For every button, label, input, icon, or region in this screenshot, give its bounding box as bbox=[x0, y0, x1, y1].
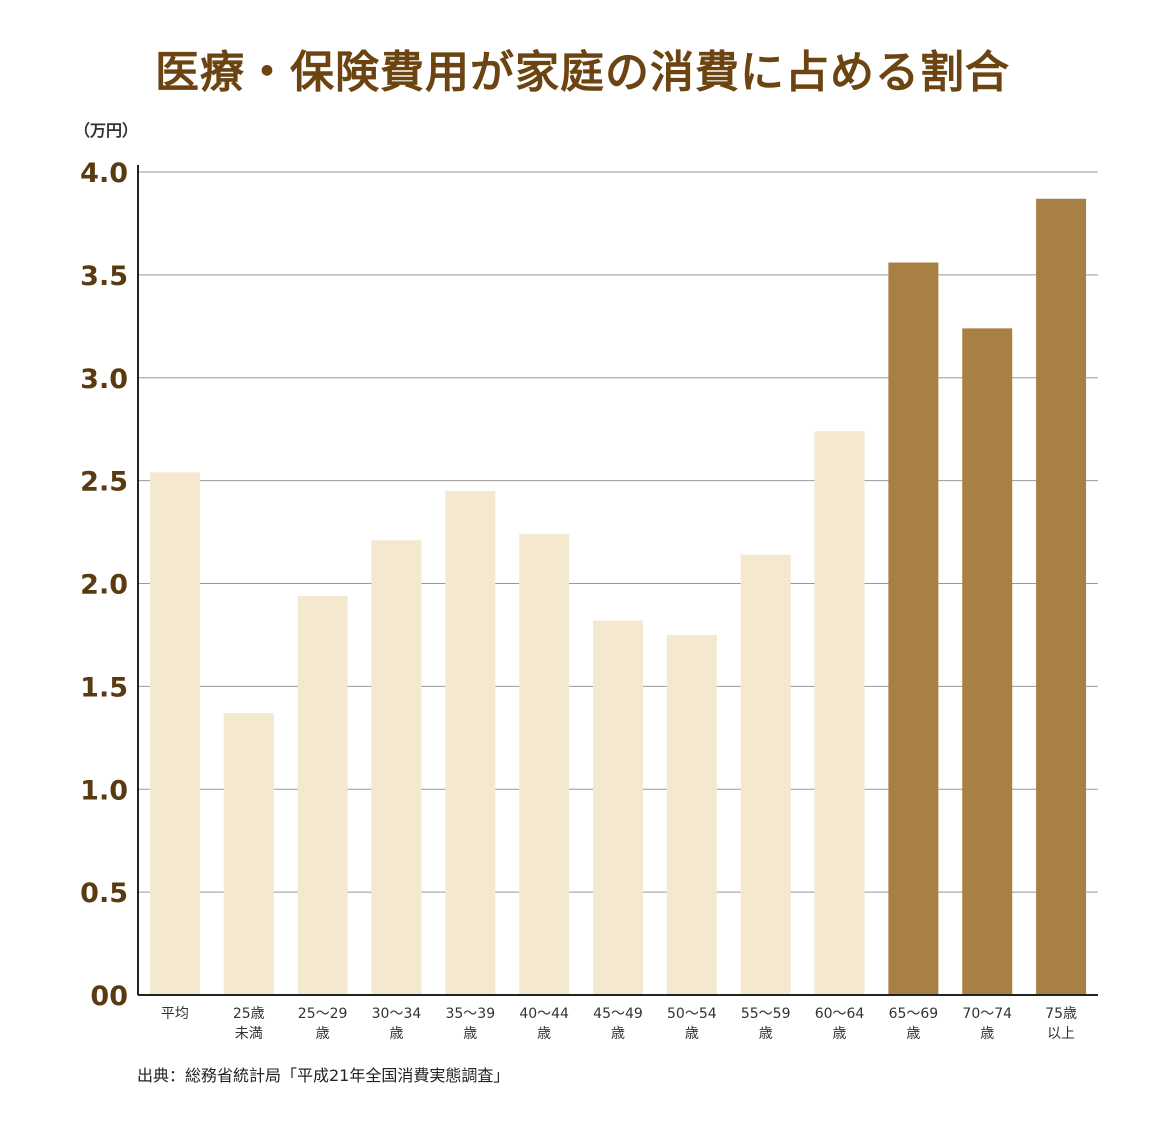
x-tick-label: 30〜34 歳 bbox=[372, 1006, 422, 1042]
y-tick-label: 00 bbox=[90, 981, 128, 1012]
bar bbox=[371, 540, 422, 995]
bar bbox=[740, 554, 791, 995]
axes bbox=[137, 165, 1098, 996]
bar bbox=[519, 534, 570, 995]
x-tick-label: 55〜59 歳 bbox=[741, 1006, 791, 1042]
bar bbox=[297, 595, 348, 995]
bar bbox=[962, 328, 1013, 995]
source-note: 出典：総務省統計局「平成21年全国消費実態調査」 bbox=[137, 1066, 510, 1085]
y-tick-label: 3.5 bbox=[80, 261, 128, 292]
y-tick-label: 3.0 bbox=[80, 364, 128, 395]
x-tick-label: 25歳未満 bbox=[233, 1006, 265, 1042]
x-tick-label: 70〜74 歳 bbox=[962, 1006, 1012, 1042]
bar bbox=[593, 620, 643, 995]
bar bbox=[666, 634, 717, 995]
x-tick-label: 60〜64 歳 bbox=[815, 1006, 865, 1042]
x-tick-label: 40〜44 歳 bbox=[519, 1006, 569, 1042]
bar bbox=[888, 262, 939, 995]
bar bbox=[1036, 198, 1087, 995]
x-tick-label: 45〜49 歳 bbox=[593, 1006, 643, 1042]
y-tick-label: 1.0 bbox=[80, 775, 128, 806]
y-tick-label: 2.5 bbox=[80, 467, 128, 498]
x-tick-label: 25〜29 歳 bbox=[298, 1006, 348, 1042]
y-tick-labels: 00 0.5 1.0 1.5 2.0 2.5 3.0 3.5 4.0 bbox=[80, 158, 128, 1012]
x-tick-label: 平均 bbox=[161, 1006, 189, 1022]
bar bbox=[445, 490, 496, 995]
bar bbox=[223, 713, 274, 995]
x-tick-label: 65〜69 歳 bbox=[889, 1006, 939, 1042]
x-tick-label: 50〜54 歳 bbox=[667, 1006, 717, 1042]
y-tick-label: 2.0 bbox=[80, 570, 128, 601]
y-axis-unit-label: （万円） bbox=[74, 121, 139, 140]
y-tick-label: 0.5 bbox=[80, 878, 128, 909]
y-tick-label: 4.0 bbox=[80, 158, 128, 189]
x-tick-label: 75歳以上 bbox=[1045, 1006, 1077, 1042]
x-tick-labels: 平均 25歳未満 25〜29 歳 30〜34 歳 35〜39 歳 40〜44 歳 45〜49 歳 50〜… bbox=[161, 1006, 1077, 1042]
bar bbox=[149, 472, 200, 995]
x-tick-label: 35〜39 歳 bbox=[445, 1006, 495, 1042]
bar bbox=[814, 431, 865, 995]
chart-title: 医療・保険費用が家庭の消費に占める割合 bbox=[155, 47, 1010, 98]
bars bbox=[149, 198, 1087, 995]
y-tick-label: 1.5 bbox=[80, 672, 128, 703]
